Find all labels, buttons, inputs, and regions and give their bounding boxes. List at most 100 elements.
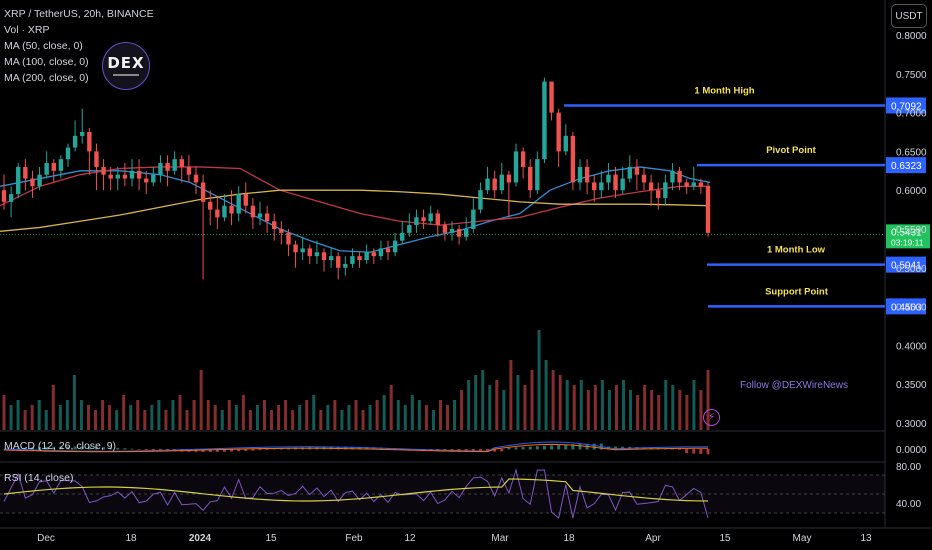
volume-bar: [586, 390, 590, 430]
candlesticks: [1, 77, 711, 280]
candle-body: [279, 229, 284, 233]
level-label: 1 Month Low: [767, 245, 826, 256]
currency-button[interactable]: USDT: [891, 4, 927, 28]
macd-histogram-bar: [550, 445, 554, 450]
volume-bar: [143, 410, 147, 430]
indicator-volume[interactable]: Vol · XRP: [4, 24, 50, 36]
candle-body: [165, 163, 170, 171]
volume-bar: [629, 390, 633, 430]
volume-bar: [565, 380, 569, 430]
volume-bar: [44, 410, 48, 430]
macd-histogram-bar: [500, 449, 504, 452]
indicator-ma50[interactable]: MA (50, close, 0): [4, 40, 83, 52]
volume-bar: [333, 400, 337, 430]
ma100-line: [0, 166, 710, 226]
volume-bar: [101, 400, 105, 430]
candle-body: [478, 190, 483, 210]
volume-bar: [692, 380, 696, 430]
macd-tick: 0.0000: [896, 445, 927, 456]
indicator-ma200[interactable]: MA (200, close, 0): [4, 72, 89, 84]
volume-bar: [481, 370, 485, 430]
volume-bar: [551, 370, 555, 430]
time-tick: 2024: [189, 533, 212, 544]
time-tick: Feb: [345, 533, 363, 544]
volume-bar: [474, 375, 478, 430]
macd-histogram-bar: [45, 446, 49, 450]
candle-body: [613, 174, 618, 191]
candle-body: [592, 182, 597, 191]
volume-bar: [685, 395, 689, 430]
volume-bar: [537, 330, 541, 430]
rsi-tick: 80.00: [896, 462, 921, 473]
candle-body: [471, 209, 476, 229]
rsi-line: [3, 468, 709, 519]
candle-body: [250, 205, 256, 218]
macd-histogram-bar: [66, 446, 70, 450]
macd-line: [3, 441, 709, 452]
price-tick: 0.5500: [896, 225, 927, 236]
macd-histogram-bar: [493, 449, 497, 452]
candle-body: [158, 163, 163, 175]
volume-bar: [58, 405, 62, 430]
macd-histogram-bar: [678, 449, 682, 450]
volume-bar: [192, 400, 196, 430]
macd-histogram-bar: [350, 446, 354, 450]
candle-body: [528, 166, 533, 191]
candle-body: [80, 132, 85, 136]
candle-body: [144, 178, 149, 183]
macd-histogram-bar: [528, 446, 532, 450]
candle-body: [87, 132, 92, 152]
macd-label[interactable]: MACD (12, 26, close, 9): [4, 440, 117, 452]
macd-histogram-bar: [94, 446, 98, 450]
volume-bar: [403, 405, 407, 430]
candle-body: [627, 166, 632, 179]
volume-bar: [678, 390, 682, 430]
price-tick: 0.8000: [896, 31, 927, 42]
volume-bar: [699, 390, 703, 430]
logo-underline: [113, 74, 139, 76]
candle-body: [492, 178, 497, 191]
macd-histogram-bar: [244, 449, 248, 451]
macd-histogram-bar: [358, 446, 362, 450]
volume-bar: [185, 410, 189, 430]
candle-body: [51, 163, 56, 171]
macd-histogram-bar: [215, 449, 219, 452]
volume-bar: [424, 405, 428, 430]
volume-bar: [579, 380, 583, 430]
macd-histogram-bar: [564, 444, 568, 450]
candle-body: [58, 159, 64, 171]
candle-body: [535, 159, 540, 191]
candle-body: [229, 205, 234, 214]
logo-text: DEX: [107, 54, 145, 72]
candle-body: [485, 178, 490, 191]
volume-bar: [255, 405, 259, 430]
volume-bar: [234, 405, 238, 430]
volume-bar: [600, 380, 604, 430]
macd-histogram-bar: [208, 449, 212, 452]
rsi-label[interactable]: RSI (14, close): [4, 472, 74, 484]
volume-bar: [171, 400, 175, 430]
macd-histogram-bar: [158, 449, 162, 451]
candle-body: [264, 213, 270, 222]
lightning-icon[interactable]: ⚡: [703, 409, 720, 426]
volume-bar: [495, 380, 499, 430]
indicator-ma100[interactable]: MA (100, close, 0): [4, 56, 89, 68]
volume-bar: [72, 375, 76, 430]
candle-body: [101, 166, 106, 175]
level-price: 0.5041: [891, 261, 922, 272]
volume-bar: [164, 410, 168, 430]
candle-body: [400, 232, 405, 241]
candle-body: [94, 151, 99, 167]
macd-histogram-bar: [272, 448, 276, 450]
macd-histogram-bar: [258, 449, 262, 451]
macd-histogram-bar: [151, 449, 155, 451]
macd-histogram-bar: [642, 447, 646, 450]
volume-bar: [227, 400, 231, 430]
volume-bar: [530, 370, 534, 430]
rsi-band: [0, 475, 885, 513]
volume-bar: [614, 385, 618, 430]
candle-body: [65, 147, 71, 160]
symbol-title[interactable]: XRP / TetherUS, 20h, BINANCE: [4, 8, 154, 20]
volume-bar: [94, 410, 98, 430]
